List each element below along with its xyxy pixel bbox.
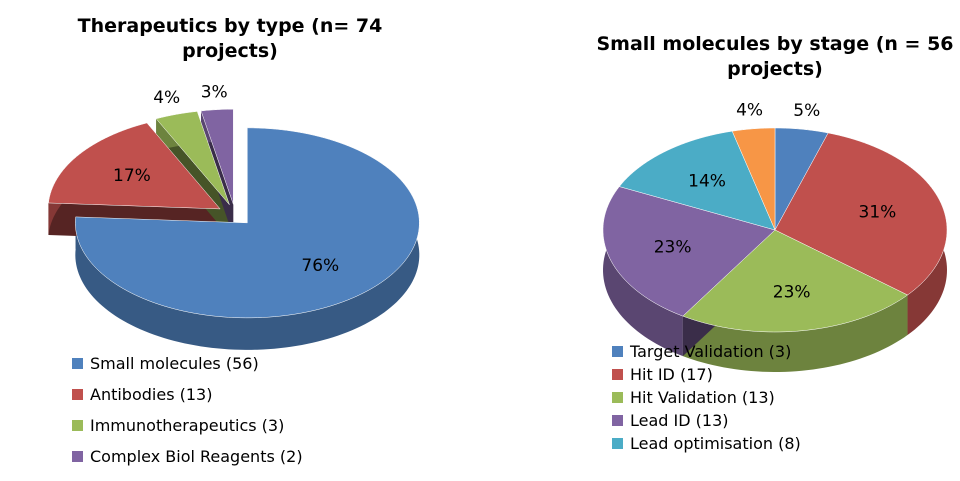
slice <box>48 122 221 210</box>
slice <box>155 111 230 205</box>
slice <box>200 108 234 205</box>
legend-item: Hit Validation (13) <box>612 386 801 409</box>
slice <box>682 229 909 333</box>
slice-side <box>603 186 683 357</box>
legend-swatch <box>612 438 623 449</box>
chart-title: Small molecules by stage (n = 56 project… <box>596 33 954 80</box>
legend-item: Small molecules (56) <box>72 348 303 379</box>
data-label: 14% <box>688 171 726 191</box>
legend-label: Lead optimisation (8) <box>630 434 801 453</box>
data-label: 76% <box>301 256 339 276</box>
data-label: 23% <box>773 282 811 302</box>
legend-item: Lead ID (13) <box>612 409 801 432</box>
data-label: 31% <box>859 202 897 222</box>
legend-swatch <box>72 451 83 462</box>
legend: Small molecules (56) Antibodies (13) Immun… <box>72 348 303 472</box>
slice <box>774 127 829 231</box>
legend-swatch <box>612 415 623 426</box>
slice <box>602 186 776 317</box>
legend-swatch <box>72 389 83 400</box>
data-label: 3% <box>201 83 228 103</box>
chart-title: Therapeutics by type (n= 74 projects) <box>77 15 383 62</box>
data-label: 17% <box>113 166 151 186</box>
slice <box>618 130 776 231</box>
legend-label: Antibodies (13) <box>90 385 213 404</box>
legend-swatch <box>72 358 83 369</box>
legend-label: Hit Validation (13) <box>630 388 775 407</box>
legend-label: Lead ID (13) <box>630 411 729 430</box>
slice-side <box>682 295 908 372</box>
legend-swatch <box>612 346 623 357</box>
slice <box>75 127 420 319</box>
legend-label: Immunotherapeutics (3) <box>90 416 285 435</box>
legend-item: Target Validation (3) <box>612 340 801 363</box>
data-label: 5% <box>793 101 820 121</box>
legend-label: Complex Biol Reagents (2) <box>90 447 303 466</box>
data-label: 23% <box>654 238 692 258</box>
data-label: 4% <box>736 101 763 121</box>
legend-label: Target Validation (3) <box>630 342 792 361</box>
legend-item: Hit ID (17) <box>612 363 801 386</box>
data-label: 4% <box>153 88 180 108</box>
legend-item: Antibodies (13) <box>72 379 303 410</box>
legend-item: Lead optimisation (8) <box>612 432 801 455</box>
legend-label: Small molecules (56) <box>90 354 259 373</box>
legend-swatch <box>612 369 623 380</box>
legend-swatch <box>612 392 623 403</box>
legend-item: Immunotherapeutics (3) <box>72 410 303 441</box>
legend-swatch <box>72 420 83 431</box>
legend: Target Validation (3) Hit ID (17) Hit Vali… <box>612 340 801 455</box>
slice <box>731 127 776 231</box>
legend-item: Complex Biol Reagents (2) <box>72 441 303 472</box>
legend-label: Hit ID (17) <box>630 365 713 384</box>
slice <box>774 132 948 296</box>
